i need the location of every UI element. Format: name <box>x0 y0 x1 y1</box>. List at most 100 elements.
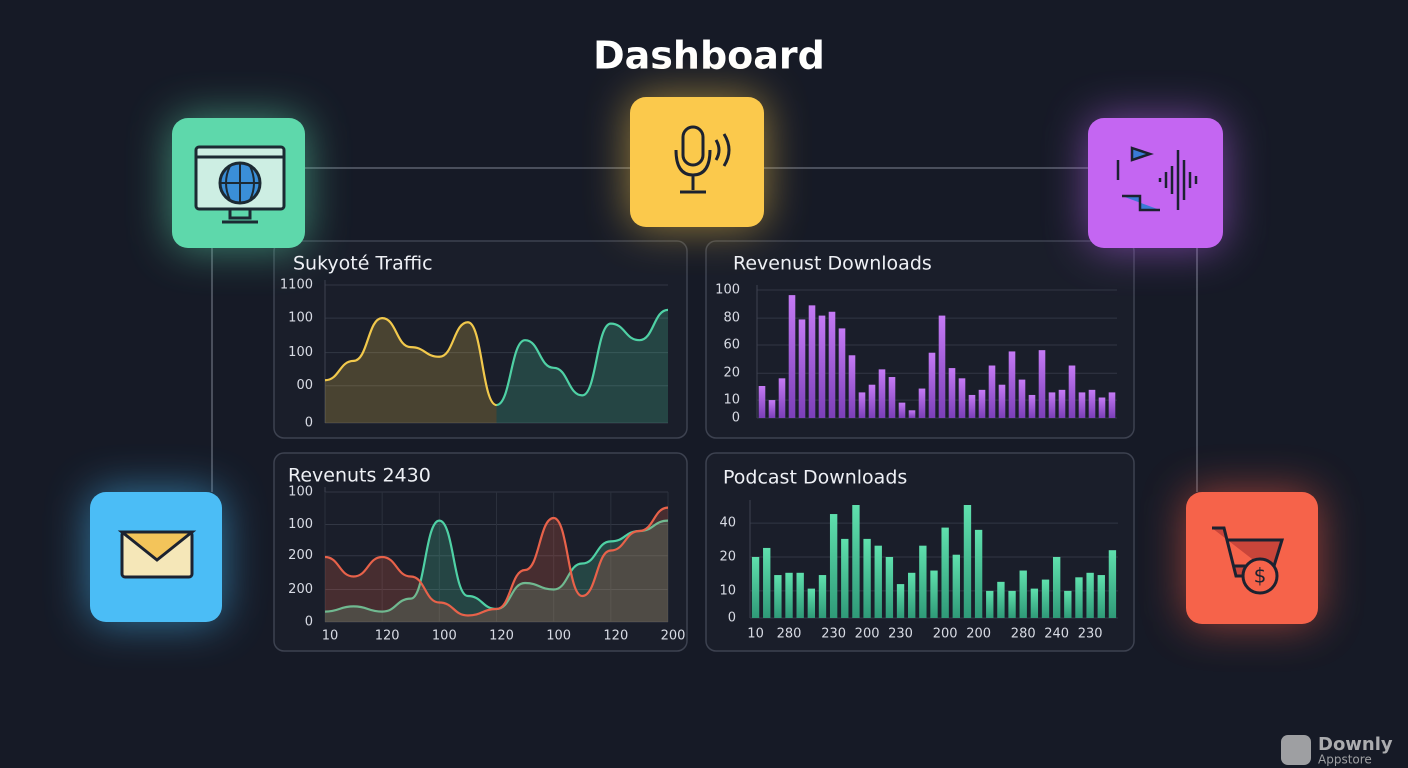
watermark: Downly Appstore <box>1281 734 1393 767</box>
panel-title: Revenuts 2430 <box>288 465 431 487</box>
bar <box>751 556 760 618</box>
icon-mic <box>630 97 764 227</box>
line-series <box>324 317 497 407</box>
bar <box>1078 392 1086 418</box>
x-tick-label: 100 <box>546 629 571 644</box>
icon-audio <box>1088 118 1223 248</box>
bar <box>898 402 906 418</box>
y-tick-label: 0 <box>305 416 313 431</box>
x-tick-label: 200 <box>966 627 991 642</box>
bar <box>868 384 876 418</box>
y-tick-label: 20 <box>719 549 736 564</box>
bar <box>1086 572 1094 618</box>
bar <box>918 388 926 418</box>
y-tick-label: 00 <box>296 378 313 393</box>
bar <box>1108 550 1117 618</box>
x-tick-label: 200 <box>661 629 686 644</box>
bar <box>1064 590 1072 618</box>
y-tick-label: 100 <box>288 517 313 532</box>
bar <box>958 378 966 418</box>
y-tick-label: 10 <box>723 393 740 408</box>
bar <box>1068 365 1076 418</box>
bar <box>785 572 793 618</box>
bar <box>986 590 994 618</box>
bar <box>1048 392 1056 418</box>
bar <box>978 389 986 418</box>
panel-title: Sukyoté Traffic <box>293 253 433 275</box>
y-tick-label: 10 <box>719 583 736 598</box>
panel-title: Revenust Downloads <box>733 253 932 275</box>
x-tick-label: 10 <box>322 629 339 644</box>
bar <box>829 514 838 618</box>
bar <box>968 394 976 418</box>
bar <box>858 392 866 418</box>
bar <box>908 572 916 618</box>
page-title: Dashboard <box>593 34 825 78</box>
bar <box>998 384 1006 418</box>
bar <box>796 572 804 618</box>
bar <box>908 410 916 418</box>
y-tick-label: 100 <box>288 485 313 500</box>
area-fill <box>325 318 497 423</box>
bar <box>919 545 927 618</box>
bar <box>838 328 846 418</box>
bar <box>1075 577 1083 618</box>
bar <box>758 386 766 418</box>
x-tick-label: 280 <box>777 627 802 642</box>
bar <box>974 529 983 618</box>
y-tick-label: 200 <box>288 582 313 597</box>
bar <box>878 369 886 418</box>
connectors <box>211 167 1198 492</box>
icon-mail <box>90 492 222 622</box>
watermark-name: Downly <box>1318 734 1393 755</box>
bar <box>808 305 816 418</box>
bar <box>1058 389 1066 418</box>
area-fill <box>496 309 668 423</box>
bar <box>763 547 771 618</box>
x-tick-label: 120 <box>603 629 628 644</box>
icon-web <box>172 118 305 248</box>
bar <box>1108 392 1116 418</box>
bar <box>1008 351 1016 418</box>
bar <box>1008 590 1016 618</box>
line-series <box>324 519 669 613</box>
y-tick-label: 60 <box>723 338 740 353</box>
bar <box>778 378 786 418</box>
line-series <box>496 308 669 407</box>
bar <box>818 315 826 418</box>
bar <box>1038 350 1046 418</box>
y-tick-label: 200 <box>288 548 313 563</box>
bar <box>930 570 938 618</box>
bar <box>1019 570 1027 618</box>
bar <box>841 538 849 618</box>
bar <box>888 377 896 418</box>
bar <box>1041 579 1050 618</box>
bar <box>798 319 806 418</box>
dollar-glyph: $ <box>1254 564 1267 588</box>
x-tick-label: 100 <box>432 629 457 644</box>
bar <box>1052 556 1061 618</box>
bar <box>952 554 960 618</box>
y-tick-label: 0 <box>728 611 736 626</box>
bar <box>828 311 836 418</box>
x-tick-label: 230 <box>821 627 846 642</box>
bar <box>948 368 956 418</box>
bar <box>997 581 1005 618</box>
y-tick-label: 20 <box>723 366 740 381</box>
area-fill <box>325 507 668 622</box>
bar <box>941 527 949 618</box>
bar <box>1028 394 1036 418</box>
y-tick-label: 40 <box>719 516 736 531</box>
line-series <box>324 506 669 617</box>
bar <box>928 352 936 418</box>
x-tick-label: 280 <box>1011 627 1036 642</box>
x-tick-label: 200 <box>855 627 880 642</box>
bar <box>938 315 946 418</box>
panel-title: Podcast Downloads <box>723 467 907 489</box>
icon-cart: $ <box>1186 492 1318 624</box>
bar <box>768 400 776 418</box>
bar <box>852 505 860 618</box>
x-tick-label: 240 <box>1044 627 1069 642</box>
